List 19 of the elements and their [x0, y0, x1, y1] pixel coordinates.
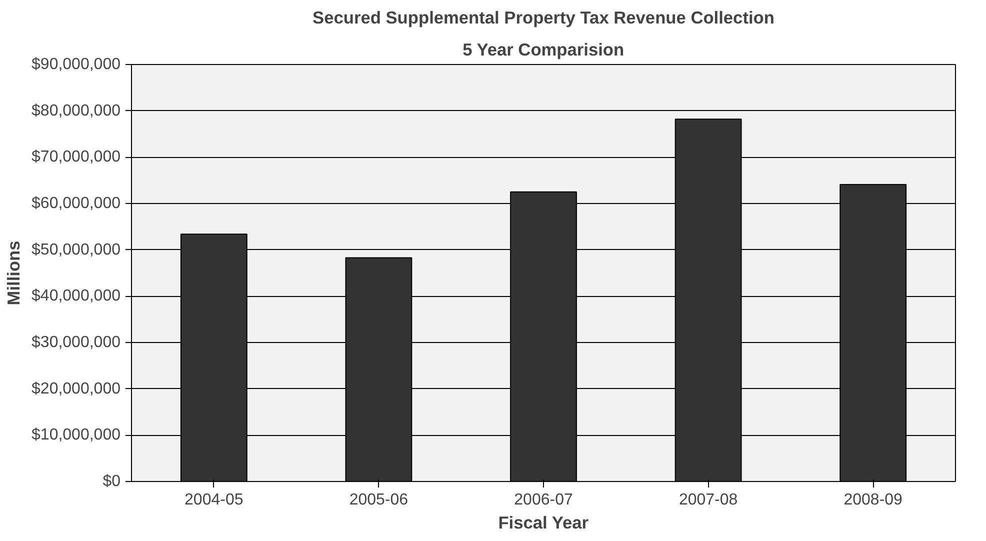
y-tick-label: $0 — [102, 473, 121, 490]
y-tick-label: $30,000,000 — [32, 334, 121, 351]
chart-subtitle: 5 Year Comparision — [462, 40, 624, 60]
x-tick-label: 2007-08 — [678, 492, 738, 508]
x-tick-label: 2005-06 — [349, 492, 408, 508]
x-tick-label: 2006-07 — [514, 492, 573, 508]
x-tick-label: 2004-05 — [184, 492, 244, 508]
y-tick-label: $90,000,000 — [32, 56, 121, 73]
x-tick-label: 2008-09 — [844, 492, 903, 508]
x-axis-title: Fiscal Year — [498, 512, 589, 532]
y-tick-label: $10,000,000 — [32, 426, 121, 444]
y-axis-title: Millions — [4, 240, 24, 306]
y-tick-label: $40,000,000 — [32, 288, 121, 305]
y-tick-label: $60,000,000 — [32, 195, 121, 212]
y-tick-label: $50,000,000 — [32, 241, 121, 258]
y-tick-label: $20,000,000 — [32, 380, 121, 398]
y-tick-label: $70,000,000 — [32, 148, 121, 166]
chart-title: Secured Supplemental Property Tax Revenue Collection — [312, 8, 774, 28]
y-tick-label: $80,000,000 — [32, 102, 121, 120]
